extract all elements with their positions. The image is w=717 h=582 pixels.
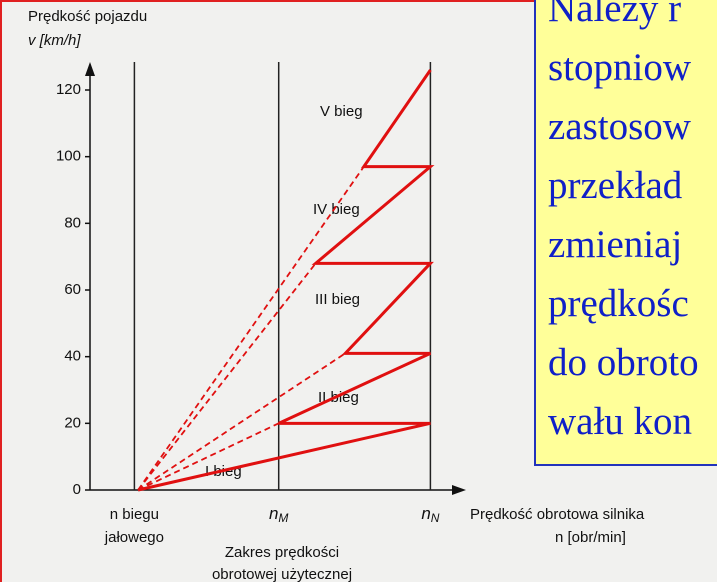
y-tick-label: 60	[64, 281, 81, 298]
gear-label: III bieg	[315, 291, 360, 308]
dashed-gear-line	[137, 262, 317, 491]
x-tick-label-main: n	[421, 504, 430, 523]
text-box-line: stopniow	[548, 46, 691, 89]
text-box-line: przekład	[548, 164, 683, 207]
text-box-line: do obroto	[548, 341, 699, 384]
y-axis-label: Prędkość pojazdu	[28, 8, 147, 25]
y-tick-label: 80	[64, 214, 81, 231]
dashed-gear-line	[137, 166, 365, 491]
text-box-line: wału kon	[548, 400, 692, 443]
x-axis-arrow	[452, 485, 466, 495]
x-tick-label-main: n	[269, 504, 278, 523]
gear-label: V bieg	[320, 103, 363, 120]
y-axis-arrow	[85, 62, 95, 76]
y-tick-label: 120	[56, 81, 81, 98]
x-axis-unit: n [obr/min]	[555, 529, 626, 546]
text-box-lines: Należy r stopniow zastosow przekład zmieniaj…	[548, 0, 699, 443]
range-caption: obrotowej użytecznej	[212, 566, 352, 582]
x-tick-label: nN	[421, 504, 439, 525]
text-box	[534, 0, 717, 466]
speed-sawtooth-line	[137, 69, 435, 492]
text-box-line: zmieniaj	[548, 223, 682, 266]
x-tick-label-sub: N	[431, 511, 440, 525]
text-box-line: Należy r	[548, 0, 681, 30]
text-box-line: prędkośc	[548, 282, 689, 325]
text-box-line: zastosow	[548, 105, 691, 148]
y-tick-label: 100	[56, 148, 81, 165]
gear-label: IV bieg	[313, 201, 360, 218]
dashed-gear-line	[137, 422, 280, 491]
y-tick-label: 20	[64, 414, 81, 431]
x-tick-label: n biegu	[110, 506, 159, 523]
x-tick-label-sub: M	[278, 511, 288, 525]
x-tick-label: nM	[269, 504, 288, 525]
x-axis-label: Prędkość obrotowa silnika	[470, 506, 645, 523]
y-tick-label: 0	[73, 481, 81, 498]
y-axis-unit: v [km/h]	[28, 32, 81, 49]
range-caption: Zakres prędkości	[225, 544, 339, 561]
y-tick-label: 40	[64, 348, 81, 365]
dashed-gear-line	[137, 352, 346, 491]
x-tick-label: jałowego	[104, 529, 164, 546]
